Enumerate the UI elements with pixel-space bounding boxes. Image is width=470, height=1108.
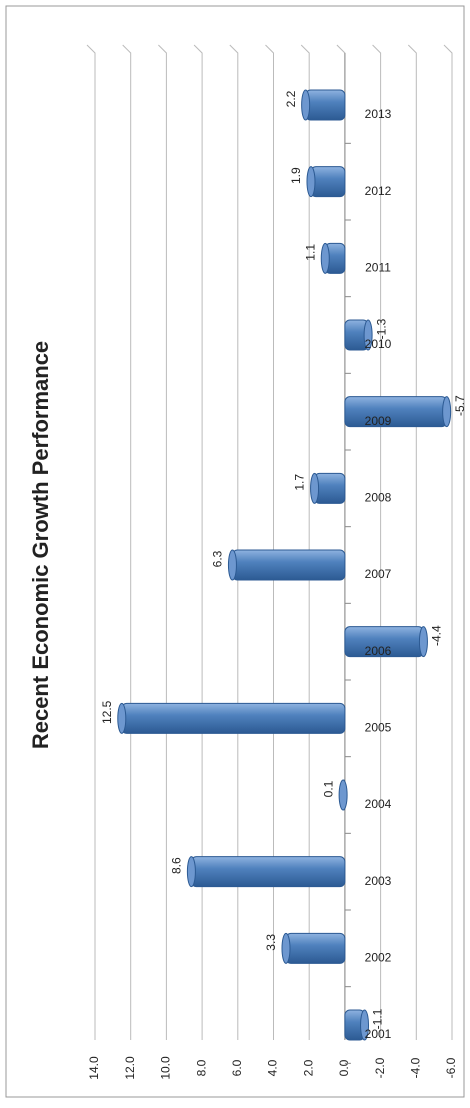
grid-line xyxy=(372,44,382,1040)
bar xyxy=(301,89,346,121)
y-tick-label: 14.0 xyxy=(87,1056,101,1080)
bar xyxy=(186,856,346,888)
y-tick-label: 6.0 xyxy=(230,1059,244,1076)
x-tick-label: 2011 xyxy=(365,261,391,275)
data-label: 6.3 xyxy=(211,550,225,567)
y-tick-label: 8.0 xyxy=(194,1059,208,1076)
bar xyxy=(338,779,348,811)
data-label: 8.6 xyxy=(170,857,184,874)
x-tick-label: 2002 xyxy=(365,951,392,965)
y-tick-label: 10.0 xyxy=(159,1056,173,1080)
y-tick-label: -6.0 xyxy=(444,1057,458,1078)
data-label: -1.3 xyxy=(374,318,388,339)
x-tick-label: 2008 xyxy=(365,491,392,505)
grid-line xyxy=(193,44,203,1040)
y-tick-label: -4.0 xyxy=(408,1057,422,1078)
bar xyxy=(344,1009,370,1041)
data-label: 1.9 xyxy=(289,167,303,184)
bar xyxy=(344,396,452,428)
x-tick-label: 2013 xyxy=(365,107,392,121)
bar xyxy=(306,166,346,198)
bar xyxy=(344,319,373,351)
grid-line xyxy=(229,44,239,1040)
bar xyxy=(117,702,346,734)
chart-title: Recent Economic Growth Performance xyxy=(28,341,53,749)
bar xyxy=(344,626,428,658)
bar xyxy=(281,932,346,964)
frame xyxy=(5,5,465,1098)
data-label: 3.3 xyxy=(264,934,278,951)
y-tick-label: 12.0 xyxy=(123,1056,137,1080)
x-tick-label: 2010 xyxy=(365,337,392,351)
grid-line xyxy=(158,44,167,1040)
data-label: 1.1 xyxy=(303,244,317,261)
data-label: -1.1 xyxy=(371,1008,385,1029)
x-tick-label: 2009 xyxy=(365,414,392,428)
grid-line xyxy=(265,44,274,1040)
data-label: 0.1 xyxy=(321,780,335,797)
x-tick-label: 2007 xyxy=(365,567,392,581)
y-tick-label: 4.0 xyxy=(266,1059,280,1076)
y-tick-label: 0.0 xyxy=(337,1059,351,1076)
bar xyxy=(320,242,346,274)
data-label: -5.7 xyxy=(453,395,467,416)
x-tick-label: 2005 xyxy=(365,721,392,735)
grid-line xyxy=(300,44,310,1040)
data-label: 2.2 xyxy=(284,90,298,107)
bar xyxy=(310,472,346,504)
y-tick-label: -2.0 xyxy=(373,1057,387,1078)
grid-line xyxy=(407,44,417,1040)
grid-line xyxy=(443,44,453,1040)
bar xyxy=(227,549,346,581)
grid-line xyxy=(122,44,132,1040)
data-label: -4.4 xyxy=(430,625,444,646)
y-tick-label: 2.0 xyxy=(301,1059,315,1076)
x-tick-label: 2003 xyxy=(365,874,392,888)
grid-line xyxy=(86,44,96,1040)
x-tick-label: 2012 xyxy=(365,184,392,198)
x-tick-label: 2001 xyxy=(365,1027,392,1041)
x-tick-label: 2006 xyxy=(365,644,392,658)
x-tick-label: 2004 xyxy=(365,797,392,811)
data-label: 1.7 xyxy=(293,474,307,491)
data-label: 12.5 xyxy=(100,700,114,724)
